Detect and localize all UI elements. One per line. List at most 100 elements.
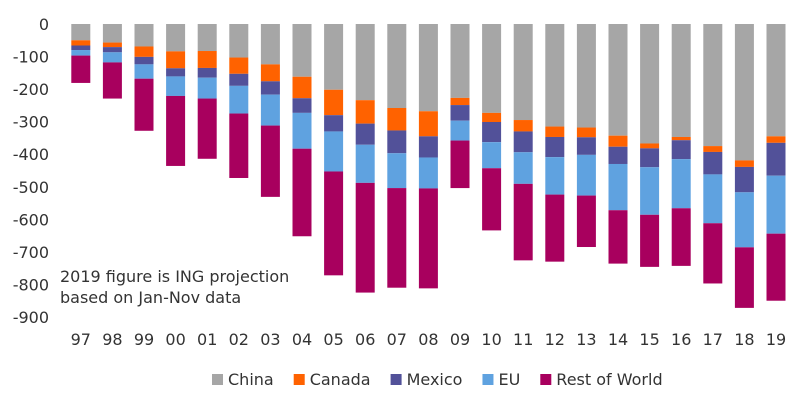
bar-rest-of-world-07 bbox=[387, 188, 407, 288]
bar-china-15 bbox=[640, 24, 660, 144]
bar-mexico-19 bbox=[766, 142, 786, 176]
bar-canada-05 bbox=[324, 89, 344, 116]
legend-swatch-rest-of-world bbox=[540, 374, 552, 385]
bar-china-04 bbox=[292, 24, 312, 77]
x-tick-label: 17 bbox=[703, 330, 723, 349]
legend: China Canada Mexico EU Rest of World bbox=[212, 370, 663, 389]
bar-eu-17 bbox=[703, 174, 723, 224]
bar-china-01 bbox=[197, 24, 217, 52]
legend-swatch-china bbox=[212, 374, 223, 385]
bar-canada-04 bbox=[292, 76, 312, 99]
bar-canada-11 bbox=[513, 120, 533, 132]
bar-eu-02 bbox=[229, 85, 249, 114]
bar-mexico-98 bbox=[102, 47, 122, 53]
y-tick-label: -900 bbox=[13, 308, 49, 327]
bar-canada-08 bbox=[418, 111, 438, 137]
bar-eu-04 bbox=[292, 112, 312, 149]
bar-mexico-00 bbox=[166, 68, 186, 77]
bar-china-07 bbox=[387, 24, 407, 108]
bar-mexico-09 bbox=[450, 105, 470, 121]
x-tick-label: 09 bbox=[450, 330, 470, 349]
bar-canada-12 bbox=[545, 126, 565, 137]
y-tick-label: 0 bbox=[39, 15, 49, 34]
bar-canada-18 bbox=[734, 160, 754, 167]
x-tick-label: 02 bbox=[229, 330, 249, 349]
x-tick-label: 15 bbox=[639, 330, 659, 349]
bar-rest-of-world-04 bbox=[292, 148, 312, 237]
bar-rest-of-world-19 bbox=[766, 233, 786, 301]
y-axis: 0 -100 -200 -300 -400 -500 -600 -700 -800 -900 bbox=[13, 15, 49, 327]
bar-rest-of-world-06 bbox=[355, 182, 375, 293]
bar-mexico-97 bbox=[71, 45, 91, 51]
bar-china-97 bbox=[71, 24, 91, 41]
bar-eu-03 bbox=[260, 94, 280, 126]
bar-rest-of-world-14 bbox=[608, 210, 628, 264]
annotation-background bbox=[56, 266, 288, 310]
legend-item-canada: Canada bbox=[293, 370, 371, 389]
bar-mexico-11 bbox=[513, 131, 533, 153]
x-tick-label: 97 bbox=[71, 330, 91, 349]
bar-rest-of-world-00 bbox=[166, 95, 186, 166]
bar-rest-of-world-99 bbox=[134, 78, 154, 131]
y-tick-label: -500 bbox=[13, 178, 49, 197]
bar-canada-97 bbox=[71, 40, 91, 46]
bar-canada-00 bbox=[166, 51, 186, 69]
bar-canada-10 bbox=[482, 112, 502, 122]
bar-china-10 bbox=[482, 24, 502, 113]
bar-rest-of-world-17 bbox=[703, 223, 723, 284]
bar-china-19 bbox=[766, 24, 786, 137]
bar-mexico-13 bbox=[576, 137, 596, 155]
legend-swatch-canada bbox=[293, 374, 305, 385]
y-tick-label: -200 bbox=[13, 80, 49, 99]
legend-swatch-eu bbox=[482, 374, 494, 385]
y-tick-label: -700 bbox=[13, 243, 49, 262]
bar-canada-02 bbox=[229, 57, 249, 74]
bar-eu-06 bbox=[355, 144, 375, 183]
bar-rest-of-world-02 bbox=[229, 113, 249, 178]
bar-china-03 bbox=[260, 24, 280, 65]
bar-china-14 bbox=[608, 24, 628, 136]
bar-china-02 bbox=[229, 24, 249, 58]
bar-rest-of-world-13 bbox=[576, 195, 596, 248]
bar-mexico-07 bbox=[387, 130, 407, 154]
bar-mexico-10 bbox=[482, 121, 502, 143]
bar-china-99 bbox=[134, 24, 154, 47]
bar-eu-05 bbox=[324, 131, 344, 172]
bar-rest-of-world-97 bbox=[71, 55, 91, 83]
x-tick-label: 13 bbox=[576, 330, 596, 349]
x-axis: 97 98 99 00 01 02 03 04 05 06 07 08 09 10 11 12 13 14 15 16… bbox=[71, 330, 787, 349]
bar-canada-09 bbox=[450, 97, 470, 106]
bar-mexico-03 bbox=[260, 81, 280, 95]
bar-eu-19 bbox=[766, 175, 786, 234]
bar-eu-15 bbox=[640, 167, 660, 215]
bar-eu-12 bbox=[545, 157, 565, 195]
x-tick-label: 18 bbox=[734, 330, 754, 349]
bar-eu-07 bbox=[387, 153, 407, 189]
bar-china-98 bbox=[102, 24, 122, 43]
bar-canada-99 bbox=[134, 46, 154, 57]
bar-china-05 bbox=[324, 24, 344, 90]
bar-eu-98 bbox=[102, 52, 122, 63]
bar-eu-11 bbox=[513, 152, 533, 184]
x-tick-label: 08 bbox=[418, 330, 438, 349]
bar-rest-of-world-16 bbox=[671, 208, 691, 266]
bar-canada-06 bbox=[355, 100, 375, 124]
bar-mexico-14 bbox=[608, 146, 628, 164]
bar-mexico-01 bbox=[197, 67, 217, 78]
bar-mexico-17 bbox=[703, 151, 723, 175]
bar-eu-14 bbox=[608, 163, 628, 211]
legend-label-rest-of-world: Rest of World bbox=[556, 370, 662, 389]
bar-china-18 bbox=[734, 24, 754, 161]
bar-china-08 bbox=[418, 24, 438, 112]
bar-eu-09 bbox=[450, 120, 470, 141]
bar-canada-07 bbox=[387, 107, 407, 131]
bars-layer bbox=[71, 24, 786, 308]
legend-label-china: China bbox=[228, 370, 274, 389]
bar-mexico-02 bbox=[229, 73, 249, 86]
bar-canada-01 bbox=[197, 51, 217, 68]
bar-china-11 bbox=[513, 24, 533, 121]
annotation-line-1: 2019 figure is ING projection bbox=[60, 267, 289, 286]
bar-canada-16 bbox=[671, 136, 691, 141]
